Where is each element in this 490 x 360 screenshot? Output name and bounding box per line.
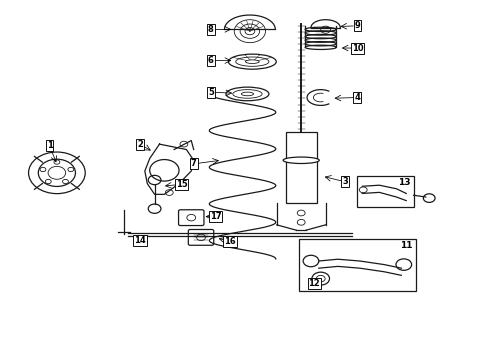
Text: 6: 6 bbox=[208, 56, 214, 65]
Ellipse shape bbox=[283, 157, 319, 163]
Text: 3: 3 bbox=[343, 177, 348, 186]
Circle shape bbox=[54, 160, 60, 164]
Text: 12: 12 bbox=[309, 279, 320, 288]
FancyBboxPatch shape bbox=[178, 210, 204, 226]
Bar bbox=[299, 239, 416, 291]
Text: 14: 14 bbox=[134, 236, 146, 245]
FancyBboxPatch shape bbox=[188, 229, 214, 245]
Text: 8: 8 bbox=[208, 25, 214, 34]
Bar bbox=[357, 176, 414, 207]
Circle shape bbox=[46, 179, 51, 184]
Text: 7: 7 bbox=[191, 159, 196, 168]
Text: 9: 9 bbox=[354, 21, 360, 30]
Text: 10: 10 bbox=[351, 44, 363, 53]
Circle shape bbox=[63, 179, 69, 184]
Circle shape bbox=[68, 167, 74, 172]
Text: 1: 1 bbox=[47, 141, 52, 150]
Text: 15: 15 bbox=[175, 180, 187, 189]
Text: 2: 2 bbox=[137, 140, 143, 149]
Text: 11: 11 bbox=[400, 241, 413, 250]
Text: 17: 17 bbox=[210, 212, 221, 221]
Circle shape bbox=[40, 167, 46, 172]
Text: 5: 5 bbox=[208, 87, 214, 96]
Bar bbox=[286, 132, 317, 203]
Text: 4: 4 bbox=[354, 93, 360, 102]
Text: 13: 13 bbox=[398, 177, 411, 186]
Text: 16: 16 bbox=[224, 237, 236, 246]
